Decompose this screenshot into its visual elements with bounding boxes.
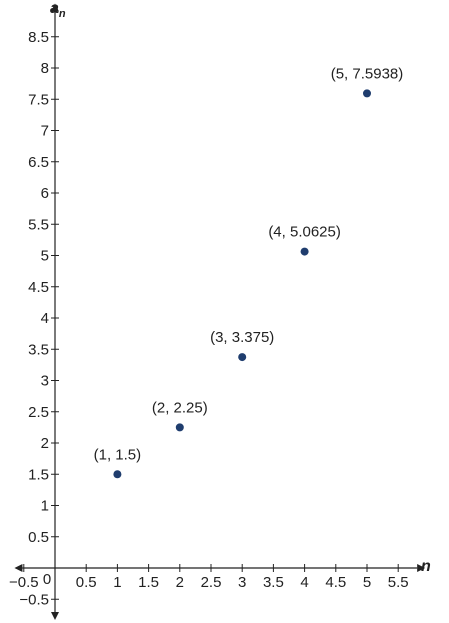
- point-labels: (1, 1.5) (2, 2.25) (3, 3.375) (4, 5.0625) (5…: [94, 65, 404, 463]
- data-point: [175, 423, 184, 432]
- x-tick-label: 4.5: [325, 574, 346, 591]
- origin-label: 0: [43, 571, 51, 588]
- y-axis-title: an: [50, 0, 66, 20]
- x-tick-label: 3: [238, 574, 246, 591]
- y-tick-label: 3: [41, 373, 49, 390]
- y-tick-label: 5: [41, 248, 49, 265]
- y-tick-label: 1: [41, 498, 49, 515]
- x-tick-label: −0.5: [9, 574, 39, 591]
- y-axis-arrow-up: [51, 3, 59, 12]
- x-tick-label: 1.5: [138, 574, 159, 591]
- x-tick-label: 3.5: [263, 574, 284, 591]
- y-tick-label: 8.5: [28, 29, 49, 46]
- data-point-label: (1, 1.5): [94, 446, 142, 463]
- x-axis-title: n: [421, 558, 431, 575]
- x-tick-label: 1: [113, 574, 121, 591]
- y-axis-title-base: a: [50, 0, 59, 17]
- x-tick-label: 0.5: [76, 574, 97, 591]
- ticks: [23, 36, 399, 600]
- y-axis-arrow-down: [51, 612, 59, 620]
- x-axis-arrow-left: [14, 564, 23, 572]
- x-tick-label: 2: [176, 574, 184, 591]
- x-axis-arrow-right: [417, 564, 426, 572]
- y-tick-label: 8: [41, 60, 49, 77]
- y-tick-label: 6: [41, 185, 49, 202]
- data-point: [238, 353, 247, 362]
- x-tick-label: 2.5: [201, 574, 222, 591]
- y-tick-label: 3.5: [28, 341, 49, 358]
- y-tick-label: 7.5: [28, 91, 49, 108]
- y-tick-label: 2: [41, 435, 49, 452]
- axes: [14, 3, 426, 620]
- y-tick-label: 6.5: [28, 154, 49, 171]
- y-tick-label: 4.5: [28, 279, 49, 296]
- data-point-label: (4, 5.0625): [268, 224, 341, 241]
- x-tick-label: 4: [300, 574, 308, 591]
- data-point-label: (3, 3.375): [210, 329, 274, 346]
- data-points: [113, 89, 371, 479]
- x-tick-label: 5: [363, 574, 371, 591]
- data-point: [300, 247, 309, 256]
- tick-labels: −0.5 0.5 1 1.5 2 2.5 3 3.5 4 4.5 5 5.5−0.50.511.522…: [9, 29, 409, 609]
- y-tick-label: 1.5: [28, 466, 49, 483]
- data-point: [363, 89, 371, 98]
- data-point: [113, 470, 122, 479]
- data-point-label: (2, 2.25): [152, 399, 208, 416]
- y-tick-label: 5.5: [28, 216, 49, 233]
- y-axis-title-subscript: n: [59, 8, 66, 20]
- y-tick-label: 4: [41, 310, 49, 327]
- x-tick-label: 5.5: [388, 574, 409, 591]
- data-point-label: (5, 7.5938): [331, 65, 404, 82]
- y-tick-label: −0.5: [19, 591, 49, 608]
- y-tick-label: 0.5: [28, 529, 49, 546]
- y-tick-label: 2.5: [28, 404, 49, 421]
- y-tick-label: 7: [41, 123, 49, 140]
